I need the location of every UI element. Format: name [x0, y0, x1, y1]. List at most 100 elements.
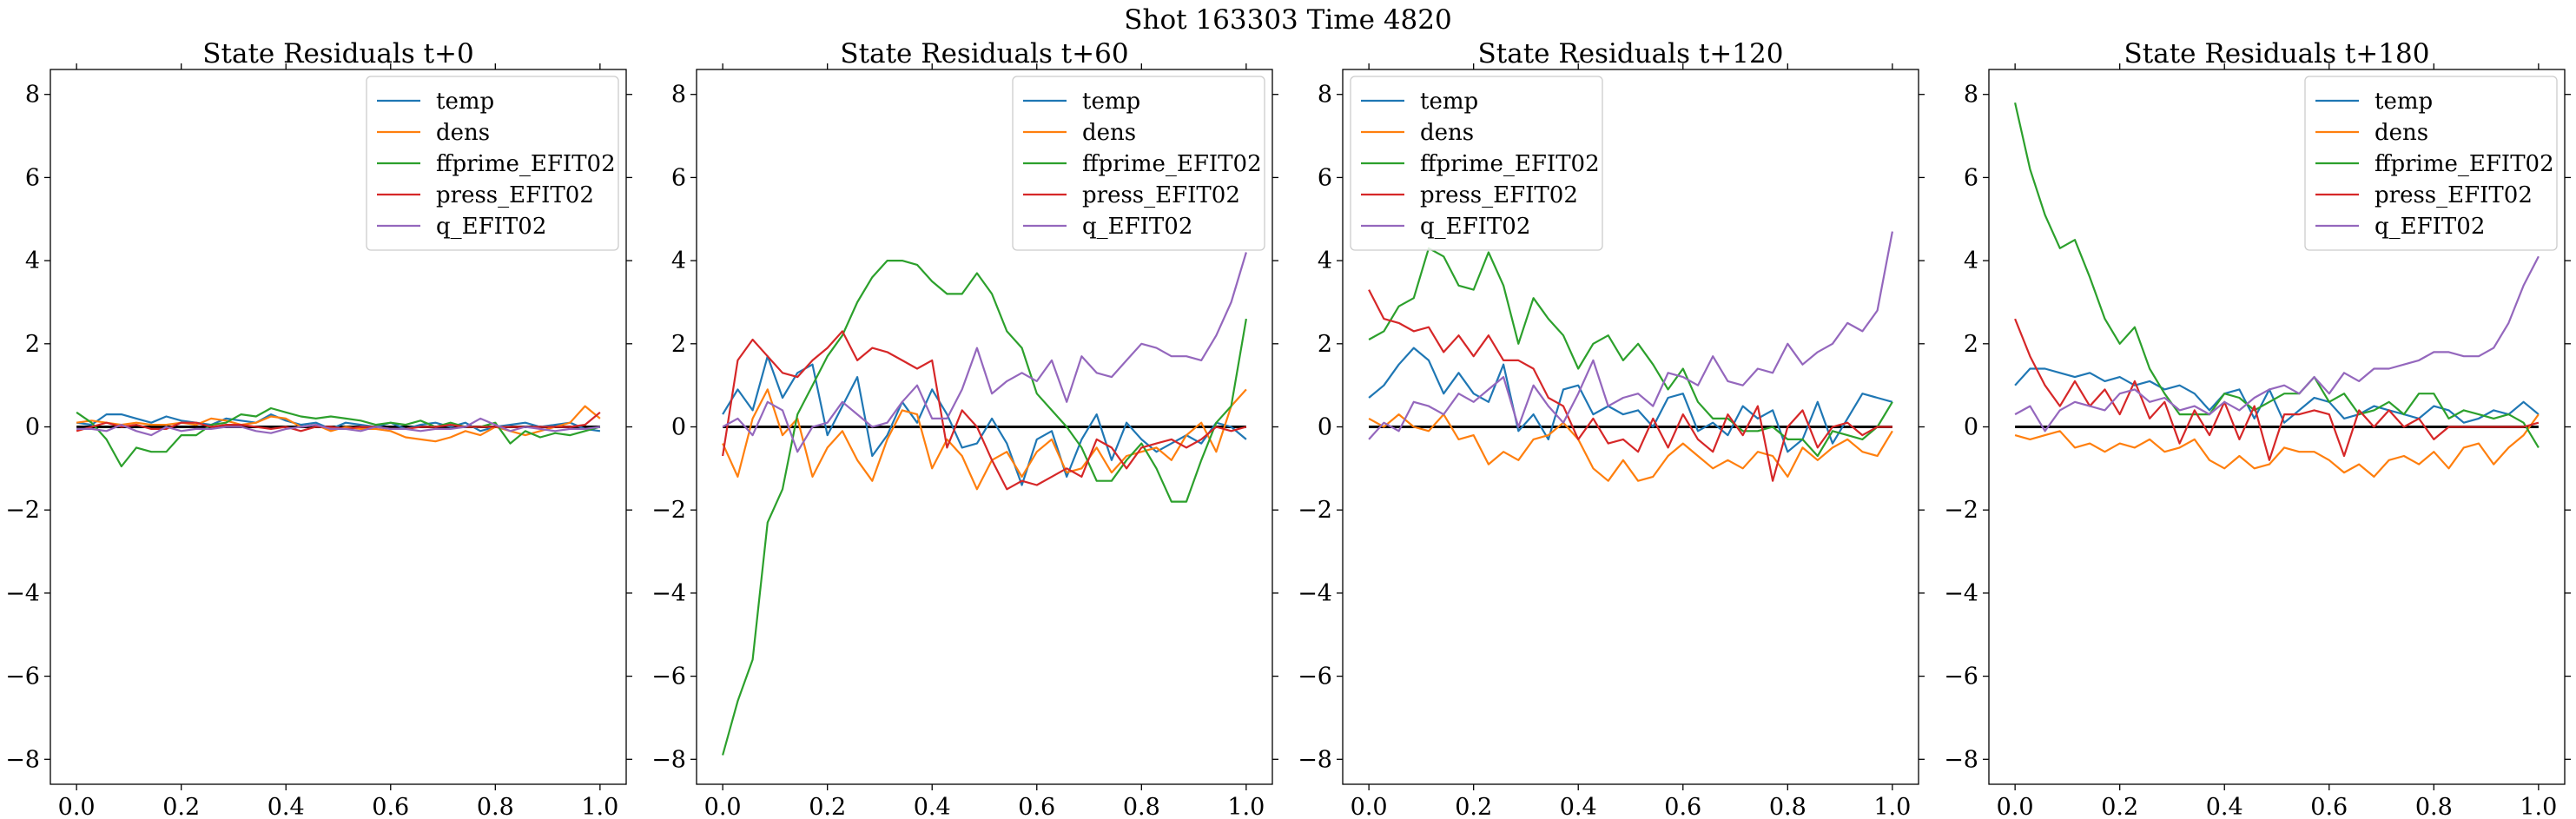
legend-box: [2304, 76, 2558, 251]
legend-label-q_efit02: q_EFIT02: [436, 214, 546, 240]
y-tick-label: 4: [1964, 248, 1978, 274]
subplots: State Residuals t+0 0.0 0.2 0.4 0.6 0.8 1.0 8 6 4…: [5, 38, 2571, 819]
legend-label-temp: temp: [436, 89, 494, 115]
y-tick-label: −2: [5, 497, 40, 524]
legend-label-press_efit02: press_EFIT02: [2375, 182, 2533, 208]
series-line-dens: [2014, 413, 2540, 479]
series-line-temp: [722, 355, 1247, 486]
legend-label-press_efit02: press_EFIT02: [1082, 182, 1240, 208]
x-tick-label: 0.4: [914, 794, 951, 819]
series-line-temp: [2014, 367, 2540, 424]
series-line-ffprime_efit02: [2014, 102, 2540, 448]
y-tick-label: 2: [1964, 331, 1978, 358]
y-tick-label: −8: [5, 746, 40, 773]
subplot-title: State Residuals t+0: [202, 38, 473, 69]
y-tick-label: 6: [1964, 164, 1978, 191]
x-tick-label: 1.0: [1873, 794, 1911, 819]
y-tick-label: 0: [25, 414, 40, 441]
y-tick-label: −2: [651, 497, 686, 524]
x-tick-label: 1.0: [581, 794, 618, 819]
subplot-title: State Residuals t+180: [2124, 38, 2430, 69]
x-tick-label: 0.2: [809, 794, 846, 819]
y-tick-label: 8: [1964, 82, 1978, 109]
y-tick-label: −6: [651, 664, 686, 690]
y-tick-label: −6: [1944, 664, 1978, 690]
y-tick-label: −4: [1298, 580, 1332, 607]
x-tick-label: 1.0: [1227, 794, 1265, 819]
y-tick-label: 2: [1318, 331, 1332, 358]
x-tick-label: 0.0: [1997, 794, 2034, 819]
x-tick-label: 1.0: [2520, 794, 2557, 819]
x-tick-label: 0.0: [704, 794, 742, 819]
x-tick-label: 0.2: [162, 794, 200, 819]
legend-label-dens: dens: [1082, 120, 1136, 146]
x-tick-label: 0.4: [1560, 794, 1597, 819]
y-tick-label: 4: [671, 248, 686, 274]
x-tick-label: 0.8: [1123, 794, 1160, 819]
y-tick-label: −4: [1944, 580, 1978, 607]
y-tick-label: 0: [671, 414, 686, 441]
y-tick-label: 6: [25, 164, 40, 191]
y-tick-label: −4: [5, 580, 40, 607]
y-tick-label: −8: [651, 746, 686, 773]
legend-label-q_efit02: q_EFIT02: [1420, 214, 1530, 240]
series-line-dens: [1368, 413, 1893, 482]
legend-label-dens: dens: [2375, 120, 2428, 146]
y-tick-label: −2: [1298, 497, 1332, 524]
legend-label-temp: temp: [2375, 89, 2433, 115]
y-tick-label: 0: [1964, 414, 1978, 441]
series-line-ffprime_efit02: [76, 406, 601, 468]
y-tick-label: −2: [1944, 497, 1978, 524]
series-line-q_efit02: [722, 252, 1247, 453]
subplot-1: State Residuals t+60 0.0 0.2 0.4 0.6 0.8 1.0 8 6…: [651, 38, 1278, 819]
x-tick-label: 0.2: [2101, 794, 2138, 819]
legend-label-ffprime_efit02: ffprime_EFIT02: [1082, 151, 1262, 177]
subplot-title: State Residuals t+120: [1478, 38, 1784, 69]
legend-label-dens: dens: [436, 120, 490, 146]
legend-label-temp: temp: [1420, 89, 1478, 115]
y-tick-label: 0: [1318, 414, 1332, 441]
legend-label-temp: temp: [1082, 89, 1140, 115]
legend-box: [366, 76, 619, 251]
y-tick-label: 6: [1318, 164, 1332, 191]
series-line-temp: [76, 413, 601, 433]
series-line-temp: [1368, 347, 1893, 453]
x-tick-label: 0.8: [1769, 794, 1807, 819]
y-tick-label: −8: [1298, 746, 1332, 773]
x-tick-label: 0.2: [1455, 794, 1492, 819]
subplot-0: State Residuals t+0 0.0 0.2 0.4 0.6 0.8 1.0 8 6 4…: [5, 38, 632, 819]
x-tick-label: 0.8: [2415, 794, 2453, 819]
legend-box: [1012, 76, 1265, 251]
series-line-q_efit02: [2014, 255, 2540, 433]
series-line-ffprime_efit02: [1368, 247, 1893, 458]
series-line-q_efit02: [76, 417, 601, 437]
y-tick-label: 4: [1318, 248, 1332, 274]
series-line-press_efit02: [2014, 318, 2540, 461]
y-tick-label: 8: [1318, 82, 1332, 109]
y-tick-label: −4: [651, 580, 686, 607]
x-tick-label: 0.0: [1351, 794, 1388, 819]
series-line-dens: [722, 388, 1247, 491]
y-tick-label: 2: [671, 331, 686, 358]
y-tick-label: 6: [671, 164, 686, 191]
x-tick-label: 0.4: [268, 794, 305, 819]
subplot-title: State Residuals t+60: [840, 38, 1128, 69]
legend-label-press_efit02: press_EFIT02: [1420, 182, 1578, 208]
figure-suptitle: Shot 163303 Time 4820: [1124, 4, 1451, 36]
legend-label-q_efit02: q_EFIT02: [2375, 214, 2485, 240]
legend-label-dens: dens: [1420, 120, 1474, 146]
x-tick-label: 0.4: [2206, 794, 2243, 819]
legend-label-ffprime_efit02: ffprime_EFIT02: [436, 151, 616, 177]
y-tick-label: −6: [5, 664, 40, 690]
series-line-press_efit02: [722, 330, 1247, 491]
subplot-2: State Residuals t+120 0.0 0.2 0.4 0.6 0.8 1.0 8…: [1298, 38, 1925, 819]
x-tick-label: 0.6: [1018, 794, 1055, 819]
x-tick-label: 0.6: [2310, 794, 2348, 819]
y-tick-label: 2: [25, 331, 40, 358]
legend-label-press_efit02: press_EFIT02: [436, 182, 594, 208]
x-tick-label: 0.6: [1664, 794, 1701, 819]
y-tick-label: 8: [671, 82, 686, 109]
series-line-press_efit02: [1368, 289, 1892, 482]
y-tick-label: −8: [1944, 746, 1978, 773]
